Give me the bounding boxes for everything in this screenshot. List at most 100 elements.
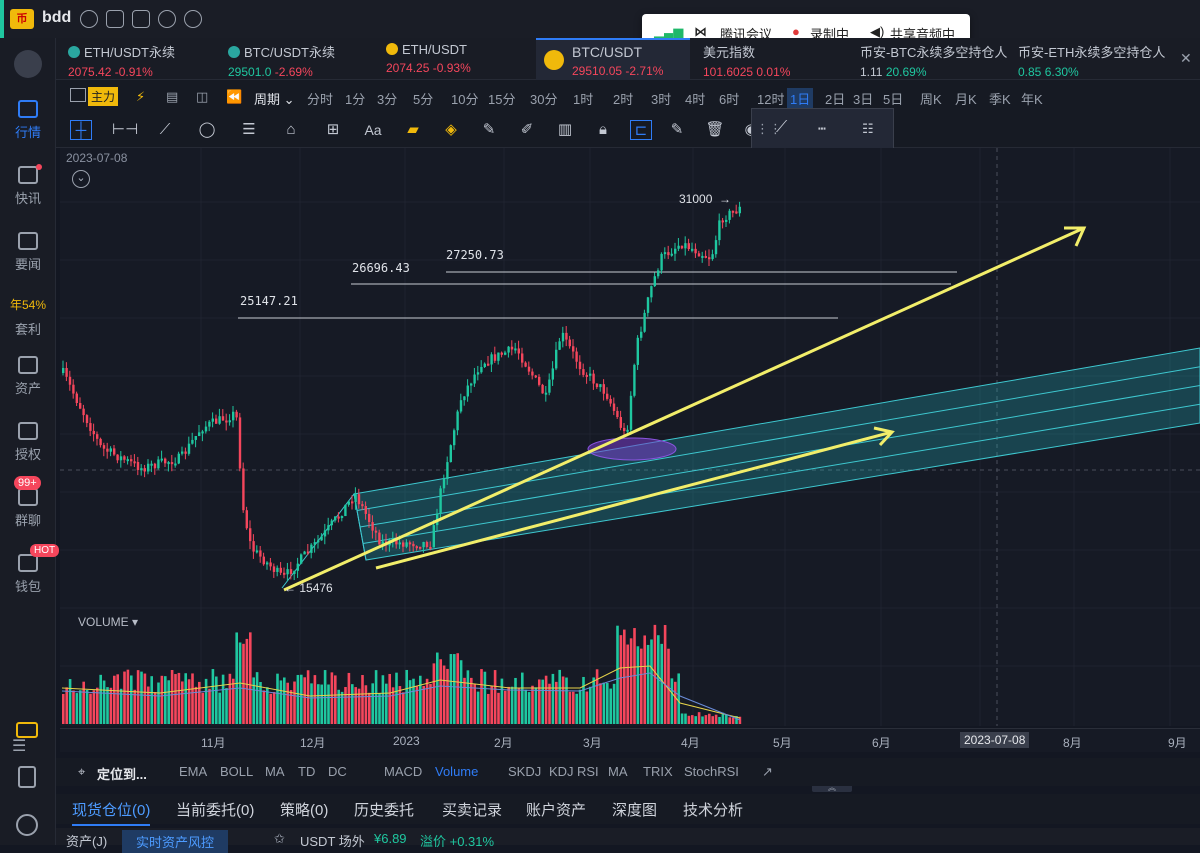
period-20[interactable]: 季K [989, 92, 1011, 107]
ticker-btc-spot[interactable]: BTC/USDT 29510.05 -2.71% [536, 38, 690, 80]
text-tool[interactable]: Aa [364, 122, 382, 138]
period-10[interactable]: 3时 [651, 92, 672, 107]
indicator-sub-macd[interactable]: MACD [384, 764, 423, 779]
bolt-icon[interactable]: ⚡ [136, 89, 146, 104]
close-icon[interactable]: ✕ [1180, 50, 1192, 66]
asset-label[interactable]: 资产(J) [66, 834, 108, 849]
collapse-handle[interactable]: ︽ [812, 784, 852, 792]
indicator-sub-stochrsi[interactable]: StochRSI [684, 764, 739, 779]
period-14[interactable]: 1日 [787, 88, 814, 109]
edit-tool[interactable]: ✎ [670, 121, 684, 138]
indicator-sub-kdj[interactable]: KDJ [549, 764, 574, 779]
price-chart[interactable]: 2023-07-08 ⌄ 31000 → 27250.73 26696.43 2… [60, 148, 1200, 726]
period-4[interactable]: 5分 [413, 92, 434, 107]
hline-tool[interactable]: ⊢⊣ [112, 121, 139, 138]
period-17[interactable]: 5日 [883, 92, 904, 107]
period-13[interactable]: 12时 [757, 92, 785, 107]
ticker-eth-ratio[interactable]: 币安-ETH永续多空持仓人 0.85 6.30% [1018, 45, 1166, 78]
volume-label[interactable]: VOLUME ▾ [78, 615, 139, 629]
bottom-tab-5[interactable]: 买卖记录 [442, 802, 503, 819]
line-style-icon[interactable]: ⟋ [776, 119, 788, 136]
period-18[interactable]: 周K [920, 92, 942, 107]
ticker-usd-index[interactable]: 美元指数 101.6025 0.01% [703, 45, 791, 79]
period-3[interactable]: 3分 [377, 92, 398, 107]
layout-icon[interactable]: ◫ [196, 89, 209, 104]
sidebar-item-market[interactable]: 行情 [0, 100, 56, 141]
bottom-tab-8[interactable]: 技术分析 [683, 802, 744, 819]
locate-button[interactable]: 定位到... [97, 767, 147, 782]
sidebar-item-wallet[interactable]: 钱包 [0, 554, 56, 595]
pause-icon[interactable] [106, 10, 124, 28]
indicator-sub-trix[interactable]: TRIX [643, 764, 673, 779]
indicator-sub-rsi[interactable]: RSI [577, 764, 599, 779]
main-force-button[interactable]: 主力 [88, 87, 119, 106]
ticker-eth-spot[interactable]: ETH/USDT 2074.25 -0.93% [386, 42, 471, 75]
calendar-icon[interactable]: ▤ [166, 89, 179, 104]
drag-icon[interactable]: ⋮⋮ [756, 121, 782, 136]
export-icon[interactable]: ↗ [762, 764, 773, 779]
candle-type-icon[interactable] [70, 88, 86, 102]
period-6[interactable]: 15分 [488, 92, 516, 107]
bottom-tab-4[interactable]: 历史委托 [354, 802, 415, 819]
indicator-sub-volume[interactable]: Volume [435, 764, 479, 779]
measure-tool[interactable]: ⊞ [326, 121, 340, 138]
ticker-btc-perp[interactable]: BTC/USDT永续 29501.0 -2.69% [228, 45, 336, 79]
sidebar-item-auth[interactable]: 授权 [0, 422, 56, 463]
indicator-boll[interactable]: BOLL [220, 764, 254, 779]
list-icon[interactable]: ☰ [12, 738, 27, 755]
settings-icon[interactable] [16, 814, 38, 836]
indicator-dc[interactable]: DC [328, 764, 347, 779]
magnet-tool[interactable]: ◈ [445, 121, 457, 138]
more-settings-icon[interactable]: ☷ [862, 121, 874, 136]
trash-icon[interactable]: 🗑︎ [705, 121, 725, 138]
bottom-tab-6[interactable]: 账户资产 [526, 802, 587, 819]
bottom-tab-1[interactable]: 现货仓位(0) [72, 799, 151, 826]
period-1[interactable]: 分时 [307, 92, 334, 107]
lock-icon[interactable]: 🔒︎ [599, 121, 607, 138]
sidebar-item-arbitrage[interactable]: 年54% 套利 [0, 296, 56, 338]
indicator-sub-ma[interactable]: MA [608, 764, 628, 779]
collapse-icon[interactable]: ⌄ [72, 170, 90, 188]
gem-icon[interactable] [16, 722, 38, 738]
percent-icon[interactable] [132, 10, 150, 28]
period-5[interactable]: 10分 [451, 92, 479, 107]
period-9[interactable]: 2时 [613, 92, 634, 107]
period-12[interactable]: 6时 [719, 92, 740, 107]
candle-tool[interactable]: ▥ [557, 121, 573, 138]
indicator-sub-skdj[interactable]: SKDJ [508, 764, 542, 779]
period-19[interactable]: 月K [955, 92, 977, 107]
period-2[interactable]: 1分 [345, 92, 366, 107]
sidebar-item-assets[interactable]: 资产 [0, 356, 56, 397]
phone-icon[interactable] [184, 10, 202, 28]
period-15[interactable]: 2日 [825, 92, 846, 107]
period-21[interactable]: 年K [1021, 92, 1043, 107]
bookmark-tool[interactable]: ⊏ [630, 120, 652, 140]
lightning-icon[interactable] [80, 10, 98, 28]
period-11[interactable]: 4时 [685, 92, 706, 107]
ticker-btc-ratio[interactable]: 币安-BTC永续多空持仓人 1.11 20.69% [860, 45, 1008, 78]
tablet-icon[interactable] [18, 766, 36, 788]
check-icon[interactable] [158, 10, 176, 28]
bottom-tab-2[interactable]: 当前委托(0) [176, 802, 255, 819]
indicator-ema[interactable]: EMA [179, 764, 208, 779]
cycle-dropdown[interactable]: 周期 ⌄ [254, 92, 295, 107]
bottom-tab-3[interactable]: 策略(0) [280, 802, 329, 819]
parallel-tool[interactable]: ☰ [242, 121, 256, 138]
sidebar-item-news[interactable]: 快讯 [0, 166, 56, 207]
ruler-tool[interactable]: ▰ [407, 121, 419, 138]
crosshair-tool[interactable]: ┼ [70, 120, 92, 140]
rewind-icon[interactable]: ⏪ [226, 89, 243, 104]
period-8[interactable]: 1时 [573, 92, 594, 107]
pencil-tool[interactable]: ✎ [482, 121, 496, 138]
ellipse-tool[interactable]: ◯ [198, 121, 216, 138]
risk-tab[interactable]: 实时资产风控 [122, 830, 229, 853]
ticker-eth-perp[interactable]: ETH/USDT永续 2075.42 -0.91% [68, 45, 176, 79]
period-7[interactable]: 30分 [530, 92, 558, 107]
sidebar-item-chat[interactable]: 群聊 [0, 488, 56, 529]
dash-style-icon[interactable]: ┅ [818, 121, 826, 136]
brush-tool[interactable]: ✐ [520, 121, 534, 138]
bottom-tab-7[interactable]: 深度图 [612, 802, 658, 819]
sidebar-item-headlines[interactable]: 要闻 [0, 232, 56, 273]
trendline-tool[interactable]: ⟋ [159, 121, 171, 138]
period-16[interactable]: 3日 [853, 92, 874, 107]
